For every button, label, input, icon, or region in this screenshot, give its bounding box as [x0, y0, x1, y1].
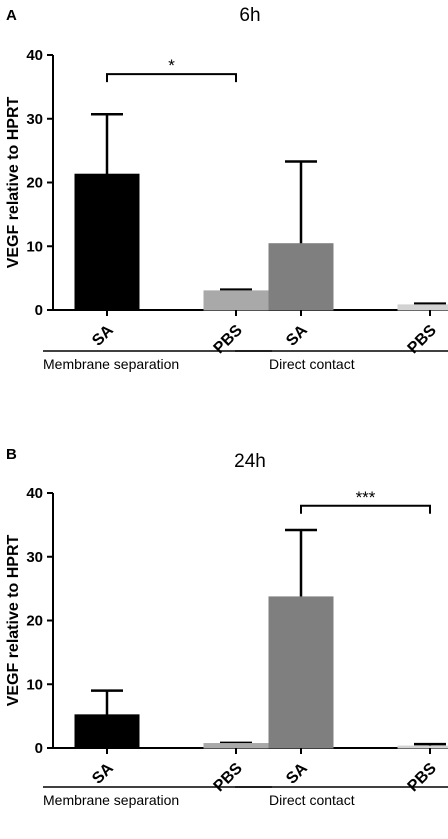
bar-3: [268, 243, 334, 311]
chart-title: 24h: [234, 451, 266, 472]
y-tick-label: 20: [26, 175, 43, 192]
y-tick-label: 40: [26, 47, 43, 64]
x-tick-label: PBS: [405, 322, 441, 358]
x-tick-label: SA: [283, 760, 311, 788]
x-tick-label: PBS: [405, 760, 441, 796]
bar-1: [74, 173, 140, 311]
y-tick-label: 30: [26, 549, 43, 566]
group-label: Direct contact: [269, 356, 355, 372]
y-tick-label: 10: [26, 676, 43, 693]
bar-3: [268, 596, 334, 749]
x-tick-label: PBS: [211, 322, 247, 358]
y-tick-label: 40: [26, 485, 43, 502]
panel-letter: B: [6, 446, 17, 463]
y-tick-label: 30: [26, 111, 43, 128]
y-tick-label: 10: [26, 238, 43, 255]
bar-4: [397, 304, 448, 311]
y-axis-label: VEGF relative to HPRT: [5, 96, 22, 268]
significance-bracket: [300, 504, 431, 514]
x-tick-label: SA: [283, 322, 311, 350]
y-tick-label: 0: [35, 740, 43, 757]
x-tick-label: PBS: [211, 760, 247, 796]
y-tick-label: 20: [26, 613, 43, 630]
group-label: Direct contact: [269, 792, 355, 808]
significance-marker: *: [168, 56, 175, 75]
group-label: Membrane separation: [43, 792, 179, 808]
chart-title: 6h: [239, 5, 260, 26]
bar-2: [203, 290, 269, 311]
significance-marker: ***: [356, 488, 376, 507]
bar-1: [74, 714, 140, 749]
group-label: Membrane separation: [43, 356, 179, 372]
x-tick-label: SA: [89, 322, 117, 350]
y-axis-label: VEGF relative to HPRT: [5, 534, 22, 706]
panel-letter: A: [6, 7, 17, 24]
significance-bracket: [106, 73, 237, 83]
y-tick-label: 0: [35, 302, 43, 319]
x-tick-label: SA: [89, 760, 117, 788]
bar-2: [203, 743, 269, 749]
bar-4: [397, 745, 448, 749]
